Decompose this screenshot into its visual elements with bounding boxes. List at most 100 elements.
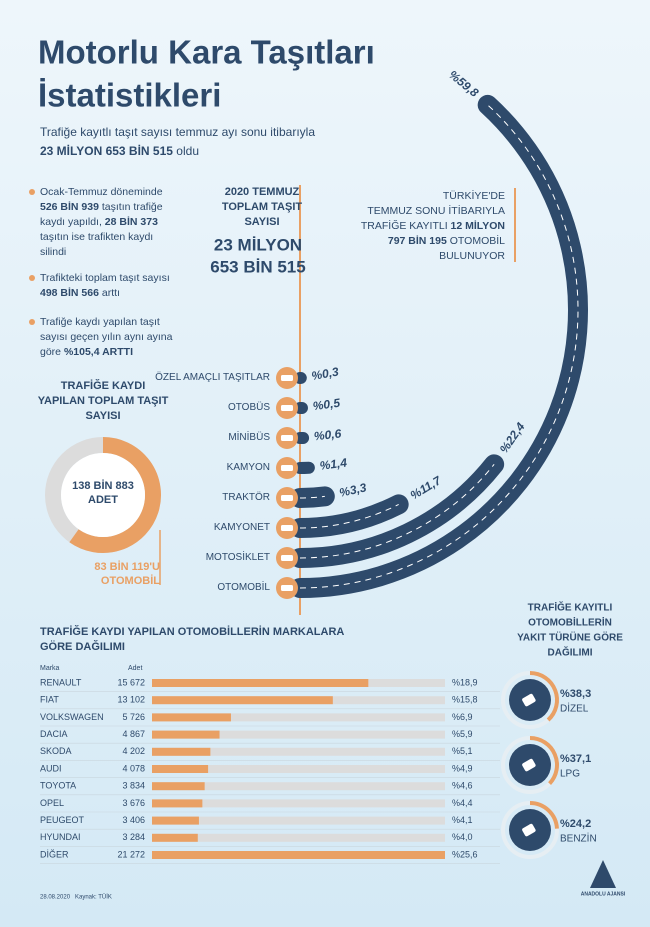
- bar-track: [152, 782, 445, 791]
- bullet-text: Trafiğe kaydı yapılan taşıt: [40, 316, 160, 328]
- bar: [152, 851, 445, 859]
- bar-value-label: %4,6: [452, 781, 473, 791]
- donut-title: SAYISI: [85, 410, 120, 422]
- gauge-value-label: %38,3: [560, 688, 591, 700]
- value-label: %0,6: [313, 426, 342, 443]
- bar: [152, 747, 211, 756]
- car-note: TEMMUZ SONU İTİBARIYLA: [367, 204, 505, 217]
- car-note-part: TEMMUZ SONU İTİBARIYLA: [367, 204, 505, 217]
- brand-label: TOYOTA: [40, 781, 76, 791]
- total-value: 653 BİN 515: [210, 257, 305, 276]
- car-note: 797 BİN 195 OTOMOBİL: [388, 234, 505, 247]
- gauge-category: LPG: [560, 769, 580, 780]
- bullet-text: göre %105,4 ARTTI: [40, 346, 133, 358]
- bar-lane-line: [299, 495, 325, 499]
- subtitle: Trafiğe kayıtlı taşıt sayısı temmuz ayı …: [40, 125, 315, 139]
- total-label: TOPLAM TAŞIT: [222, 201, 303, 213]
- bullet-text-part: göre: [40, 346, 64, 358]
- bar: [152, 816, 199, 825]
- bullet-text: Trafikteki toplam taşıt sayısı: [40, 272, 170, 284]
- category-label-box: OTOBÜS: [227, 402, 270, 413]
- gauge-category: DİZEL: [560, 702, 589, 715]
- brand-count: 3 676: [122, 798, 145, 808]
- footer-date: 28.08.2020: [40, 895, 71, 901]
- category-label: OTOMOBİL: [217, 582, 270, 593]
- bullet-text: silindi: [40, 246, 66, 258]
- bar: [152, 782, 205, 791]
- bullet-text: kaydı yapıldı, 28 BİN 373: [40, 215, 158, 228]
- brand-count: 4 078: [122, 763, 145, 773]
- bullet-dot: [29, 189, 35, 195]
- subtitle-part: Trafiğe kayıtlı taşıt sayısı temmuz ayı …: [40, 125, 315, 139]
- bullet-text-part: %105,4 ARTTI: [64, 346, 133, 358]
- bar-value-label: %15,8: [452, 695, 478, 705]
- bar: [152, 833, 198, 842]
- bullet-text-part: silindi: [40, 246, 66, 258]
- brand-count: 4 867: [122, 729, 145, 739]
- bullet-text: 498 BİN 566 arttı: [40, 286, 120, 299]
- bar-title: TRAFİĞE KAYDI YAPILAN OTOMOBİLLERİN MARK…: [40, 625, 344, 638]
- bar-value-label: %6,9: [452, 712, 473, 722]
- footer-source: Kaynak: TÜİK: [75, 894, 112, 901]
- category-label: OTOBÜS: [227, 402, 270, 413]
- bullet-text-part: Ocak-Temmuz döneminde: [40, 186, 163, 198]
- gauge-title: DAĞILIMI: [548, 646, 593, 659]
- bar-value-label: %4,9: [452, 763, 473, 773]
- total-label: SAYISI: [244, 216, 279, 228]
- car-note-part: 12 MİLYON: [451, 219, 505, 232]
- bar-track: [152, 799, 445, 808]
- category-label-box: ÖZEL AMAÇLI TAŞITLAR: [155, 372, 270, 383]
- brand-count: 13 102: [117, 695, 145, 705]
- bar-value-label: %25,6: [452, 849, 478, 859]
- bar-value-label: %5,1: [452, 746, 473, 756]
- category-label-box: MİNİBÜS: [228, 432, 270, 443]
- brand-label: OPEL: [40, 798, 64, 808]
- bullet-text-part: 526 BİN 939: [40, 200, 99, 213]
- gauge-icon-glyph: [522, 758, 536, 772]
- bar-value-label: %4,4: [452, 798, 473, 808]
- column-label: Marka: [40, 665, 60, 672]
- column-label: Adet: [128, 665, 142, 672]
- bullet-dot: [29, 319, 35, 325]
- car-note: TÜRKİYE'DE: [443, 189, 505, 202]
- value-label: %0,5: [312, 396, 341, 414]
- donut-title: YAPILAN TOPLAM TAŞIT: [38, 395, 169, 407]
- brand-count: 15 672: [117, 677, 145, 687]
- donut-total-label-box: 138 BİN 883 ADET: [72, 480, 134, 506]
- total-label: 2020 TEMMUZ: [225, 186, 300, 198]
- title: Motorlu Kara Taşıtları: [38, 34, 375, 71]
- value-label: %0,3: [310, 364, 340, 383]
- category-icon-glyph: [281, 555, 293, 561]
- bar-value-label: %4,0: [452, 832, 473, 842]
- bullet-text-part: taşıtın trafiğe: [99, 201, 163, 213]
- category-icon-glyph: [281, 585, 293, 591]
- value-label: %1,4: [319, 456, 348, 473]
- bar: [152, 713, 231, 722]
- bar-track: [152, 765, 445, 773]
- car-note-part: 797 BİN 195: [388, 234, 447, 247]
- category-label-box: KAMYON: [227, 462, 270, 473]
- bar: [152, 679, 369, 687]
- gauge-value-label: %24,2: [560, 818, 591, 830]
- donut-title: TRAFİĞE KAYDI: [61, 379, 146, 392]
- gauge-arc: [529, 801, 559, 829]
- brand-label: SKODA: [40, 746, 72, 756]
- category-icon-glyph: [281, 405, 293, 411]
- brand-count: 3 406: [122, 815, 145, 825]
- car-note-part: TÜRKİYE'DE: [443, 189, 505, 202]
- donut-total-label: 138 BİN 883 ADET: [72, 480, 134, 506]
- bar-lane-line: [299, 464, 495, 559]
- bar: [152, 730, 220, 739]
- gauge-title: YAKIT TÜRÜNE GÖRE: [517, 631, 623, 644]
- bar-lane-line: [299, 503, 399, 529]
- brand-label: FIAT: [40, 695, 59, 705]
- gauge-arc: [529, 736, 559, 785]
- car-note: TRAFİĞE KAYITLI 12 MİLYON: [361, 219, 505, 232]
- category-label: ÖZEL AMAÇLI TAŞITLAR: [155, 372, 270, 383]
- bar-value-label: %5,9: [452, 729, 473, 739]
- gauge-arc: [529, 671, 559, 722]
- donut-share: [69, 437, 161, 553]
- subtitle-part: oldu: [173, 144, 199, 158]
- category-label-box: TRAKTÖR: [222, 492, 270, 503]
